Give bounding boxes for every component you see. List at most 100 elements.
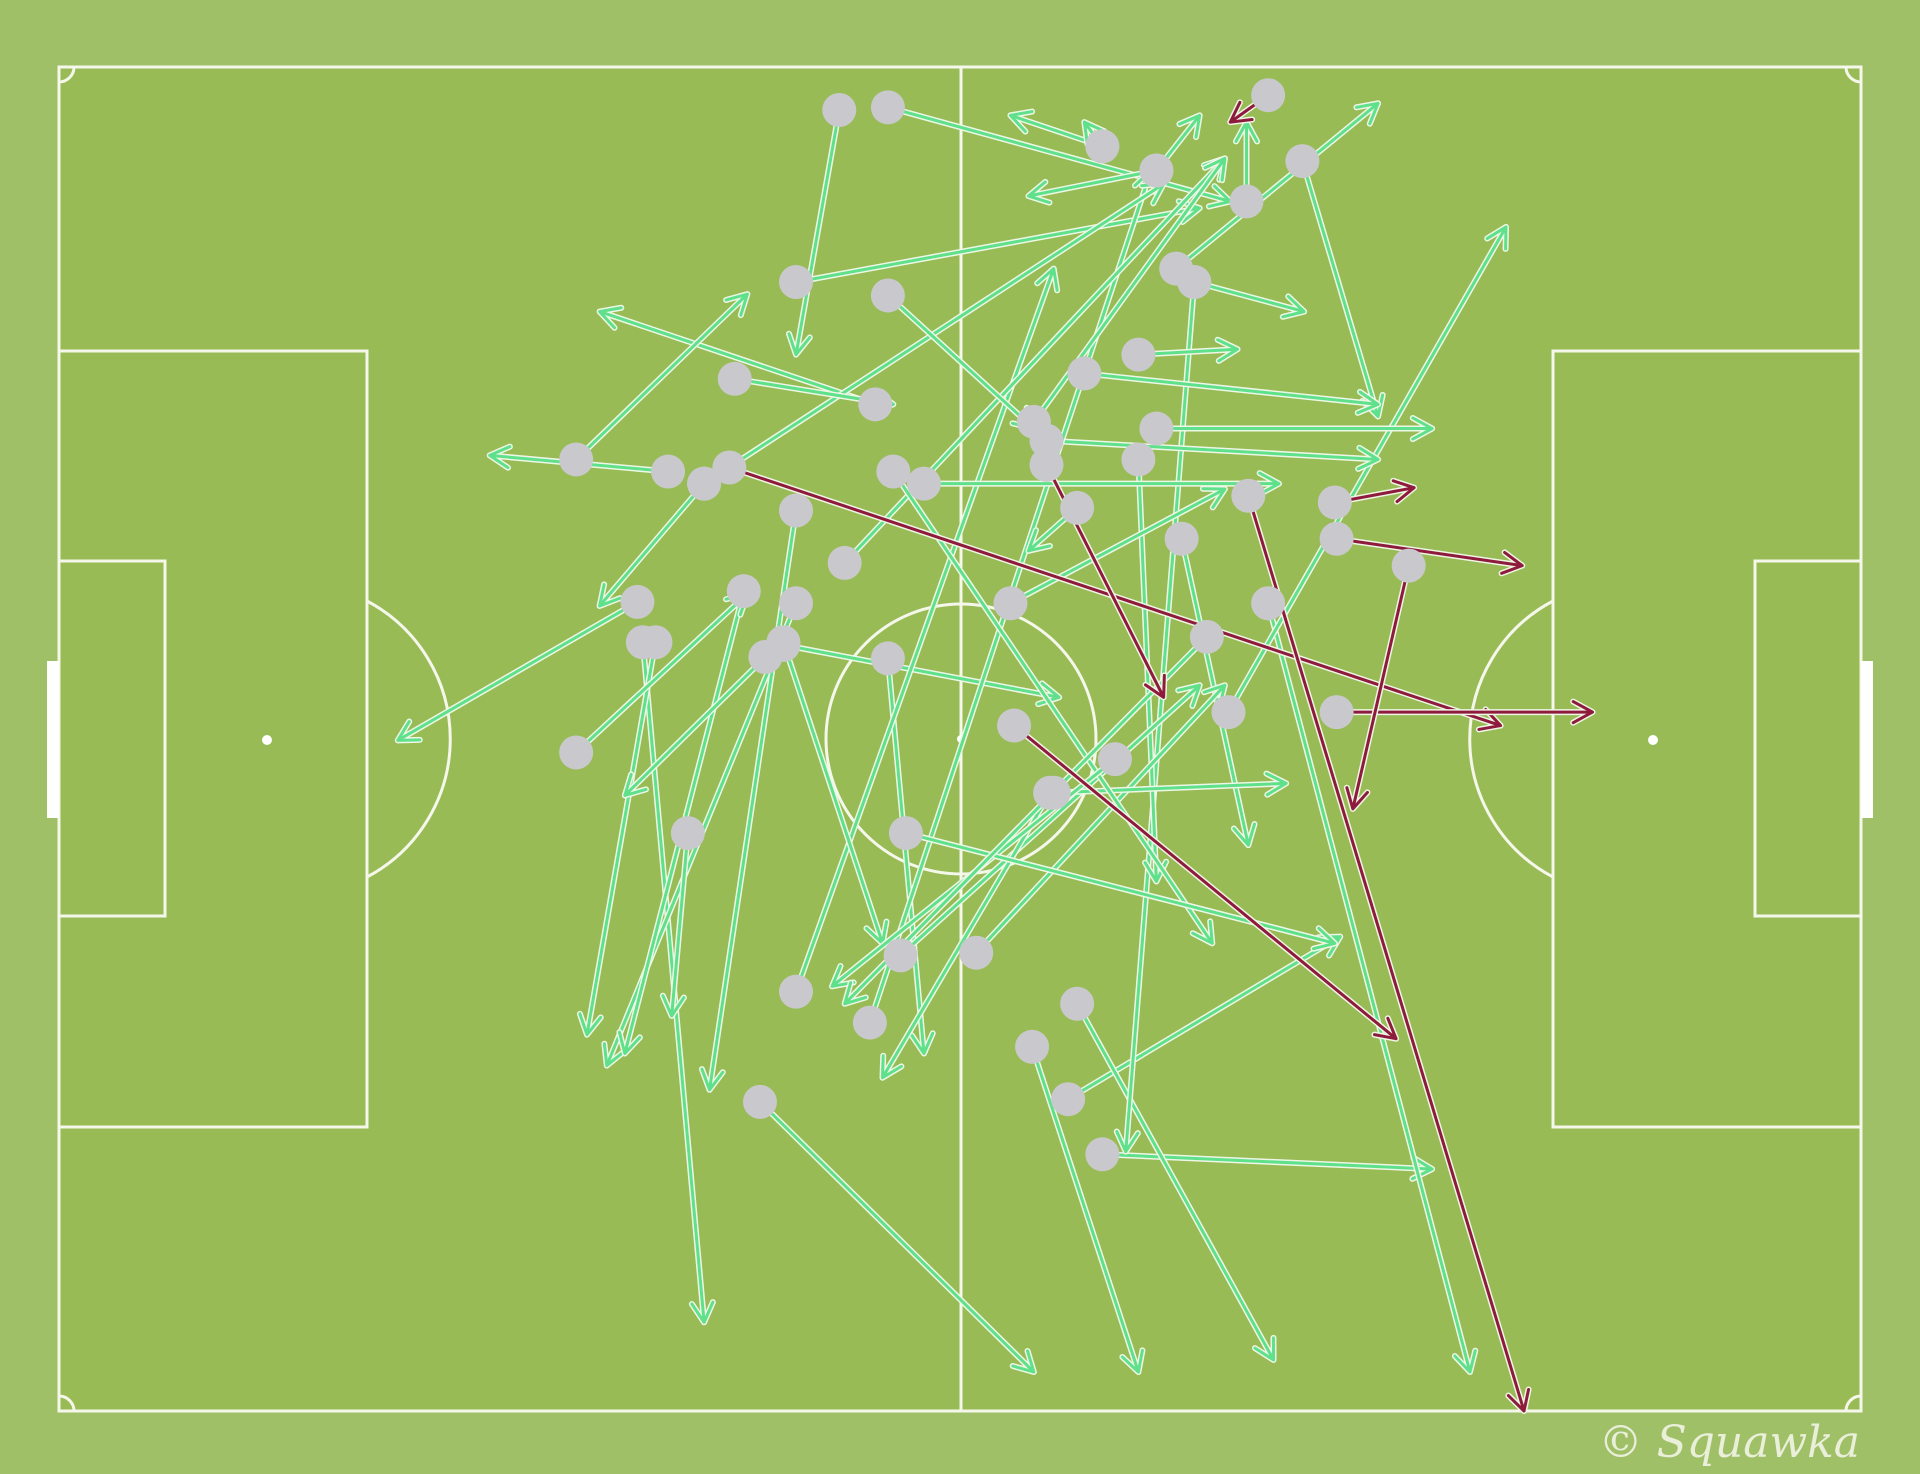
successful-pass-arrow xyxy=(573,291,751,463)
pass-origin-dot xyxy=(687,466,722,501)
successful-pass-arrow-line xyxy=(758,1100,1036,1374)
successful-pass-arrow-line xyxy=(1082,371,1380,415)
unsuccessful-pass-arrow xyxy=(1245,492,1532,1414)
successful-pass-arrow xyxy=(1153,414,1436,443)
squawka-watermark: © Squawka xyxy=(1598,1417,1860,1468)
successful-pass-arrow xyxy=(1265,600,1479,1376)
pass-origin-dot xyxy=(779,265,814,300)
successful-pass-arrow xyxy=(1030,155,1228,425)
successful-pass-arrow-line xyxy=(1227,225,1508,714)
pass-origin-dot xyxy=(858,387,893,422)
pass-origin-dot xyxy=(870,90,905,125)
pass-origin-dot xyxy=(870,278,905,313)
unsuccessful-pass-arrow-line xyxy=(1246,494,1531,1413)
successful-pass-arrow-line xyxy=(1032,156,1227,424)
pass-origin-dot xyxy=(1285,144,1320,179)
pass-origin-dot xyxy=(779,586,814,621)
successful-pass-arrow xyxy=(596,480,708,609)
right-goal xyxy=(1861,661,1873,818)
successful-pass-arrow-line xyxy=(922,471,1281,496)
unsuccessful-pass-arrow xyxy=(1333,698,1596,726)
successful-pass-arrow xyxy=(1081,370,1382,416)
pass-origin-dot xyxy=(906,466,941,501)
left-penalty-arc xyxy=(366,599,452,879)
pass-origin-dot xyxy=(1317,485,1352,520)
pass-origin-dot xyxy=(712,450,747,485)
pass-origin-dot xyxy=(827,545,862,580)
pass-origin-dot xyxy=(1097,742,1132,777)
unsuccessful-pass-arrow-line xyxy=(1335,700,1594,725)
pass-origin-dot xyxy=(876,454,911,489)
unsuccessful-pass-arrow-line xyxy=(1345,564,1411,811)
pass-origin-dot xyxy=(1121,442,1156,477)
pass-origin-dot xyxy=(993,586,1028,621)
successful-pass-arrow xyxy=(621,654,769,799)
successful-pass-arrow-line xyxy=(396,600,639,742)
pass-origin-dot xyxy=(717,361,752,396)
successful-pass-arrow xyxy=(890,468,1216,947)
pass-origin-dot xyxy=(742,1084,777,1119)
successful-pass-arrow xyxy=(1225,223,1510,716)
successful-pass-arrow xyxy=(576,639,659,1038)
successful-pass-arrow xyxy=(1025,167,1160,206)
successful-pass-arrow-line xyxy=(1008,487,1227,605)
pass-origin-dot xyxy=(651,454,686,489)
successful-pass-arrow xyxy=(659,830,691,1019)
successful-pass-arrow-line xyxy=(578,640,657,1037)
successful-pass-arrow-line xyxy=(891,470,1214,945)
successful-pass-arrow xyxy=(1191,279,1308,320)
pass-origin-dot xyxy=(670,816,705,851)
pass-origin-dot xyxy=(766,625,801,660)
successful-pass-arrow-line xyxy=(661,831,690,1018)
pass-origin-dot xyxy=(1164,521,1199,556)
successful-pass-arrow-line xyxy=(881,791,1052,1080)
unsuccessful-pass-arrow-line xyxy=(1012,724,1398,1041)
pass-origin-dot xyxy=(1067,356,1102,391)
pass-origin-dot xyxy=(1029,447,1064,482)
successful-pass-arrow xyxy=(920,470,1282,498)
pass-origin-dot xyxy=(779,974,814,1009)
successful-pass-arrow-line xyxy=(1192,280,1306,319)
pass-origin-dot xyxy=(638,625,673,660)
successful-pass-arrow xyxy=(780,641,1063,708)
successful-pass-arrow-line xyxy=(1026,168,1158,205)
pass-origin-dot xyxy=(1251,586,1286,621)
unsuccessful-pass-arrow-line xyxy=(1335,537,1524,575)
pass-origin-dot xyxy=(779,493,814,528)
pass-origin-dot xyxy=(559,735,594,770)
successful-pass-arrow-line xyxy=(1045,439,1380,471)
pass-origin-dot xyxy=(726,574,761,609)
successful-pass-arrow xyxy=(756,1098,1037,1376)
pass-origin-dot xyxy=(852,1005,887,1040)
pass-origin-dot xyxy=(1211,695,1246,730)
pass-origin-dot xyxy=(997,708,1032,743)
successful-pass-arrow xyxy=(897,682,1203,959)
successful-pass-arrow-line xyxy=(598,306,877,406)
unsuccessful-pass-arrow xyxy=(1343,562,1412,812)
unsuccessful-pass-arrow xyxy=(1333,535,1526,577)
successful-pass-arrow-line xyxy=(574,292,749,461)
successful-pass-arrow xyxy=(879,789,1054,1081)
successful-pass-arrow xyxy=(394,598,641,744)
pass-origin-dot xyxy=(888,816,923,851)
pass-origin-dot xyxy=(1036,775,1071,810)
pass-origin-dot xyxy=(1121,337,1156,372)
pass-origin-dot xyxy=(1229,184,1264,219)
pass-origin-dot xyxy=(1251,78,1286,113)
successful-pass-arrow-line xyxy=(1266,601,1477,1374)
pass-origin-dot xyxy=(1231,478,1266,513)
corner-arc xyxy=(58,66,1862,1412)
pass-origin-dot xyxy=(559,442,594,477)
pass-origin-dot xyxy=(883,938,918,973)
successful-pass-arrow-line xyxy=(904,831,1337,951)
pass-origin-dot xyxy=(1085,1137,1120,1172)
pass-origin-dot xyxy=(1015,1029,1050,1064)
pass-origin-dot xyxy=(1391,548,1426,583)
unsuccessful-pass-arrow xyxy=(1011,722,1400,1042)
successful-pass-arrow-line xyxy=(1174,101,1380,271)
pass-origin-dot xyxy=(1319,695,1354,730)
pass-origin-dot xyxy=(1177,265,1212,300)
pass-origin-dot xyxy=(1060,986,1095,1021)
successful-pass-arrow-line xyxy=(598,482,706,608)
